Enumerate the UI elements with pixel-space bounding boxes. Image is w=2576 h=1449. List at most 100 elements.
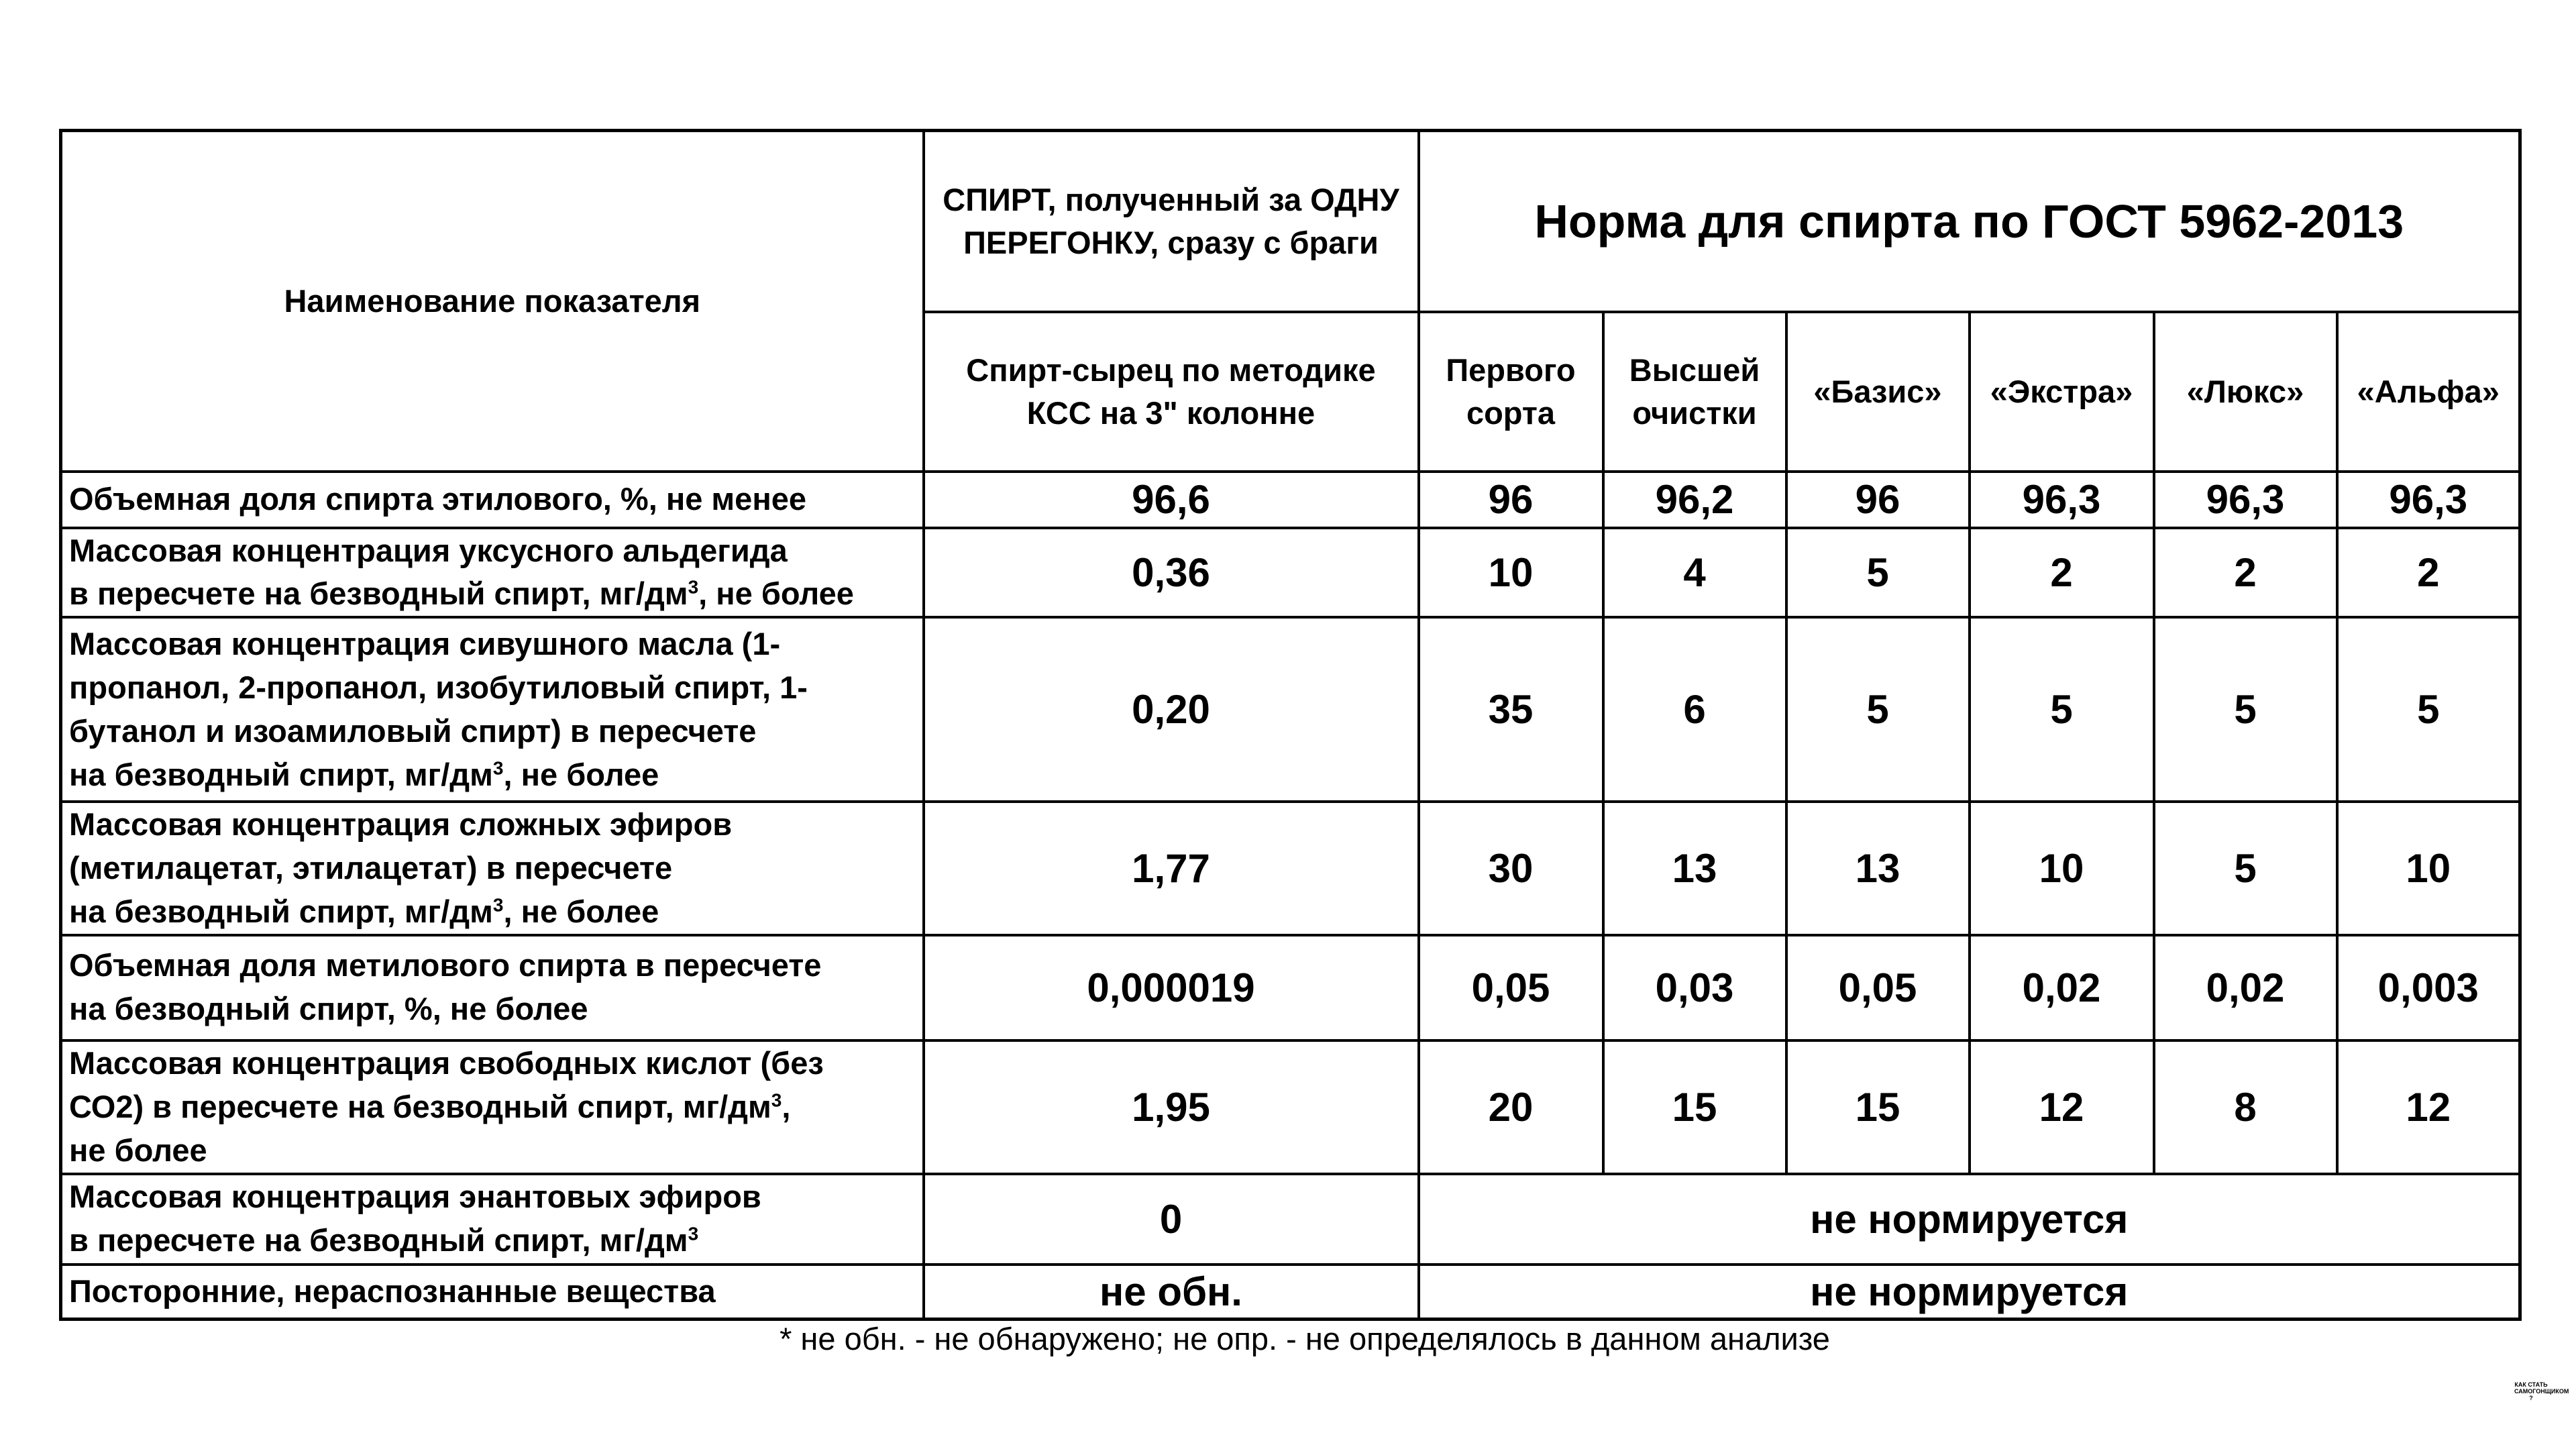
value-cell: 5: [2152, 616, 2339, 804]
label-text: , не более: [503, 893, 659, 929]
label-line: пропанол, 2-пропанол, изобутиловый спирт…: [69, 666, 916, 710]
value-cell: 1,95: [922, 1038, 1420, 1175]
row-label: Массовая концентрация энантовых эфиров в …: [59, 1172, 925, 1266]
label-line: Массовая концентрация сивушного масла (1…: [69, 623, 916, 666]
table-row: Массовая концентрация свободных кислот (…: [59, 1038, 2522, 1175]
label-text: , не более: [503, 756, 659, 792]
label-line: Массовая концентрация энантовых эфиров: [69, 1177, 916, 1220]
value-cell: не обн.: [922, 1263, 1420, 1321]
label-text: Массовая концентрация сложных эфиров: [69, 806, 733, 843]
table-row: Посторонние, нераспознанные вещества не о…: [59, 1263, 2522, 1321]
label-line: в пересчете на безводный спирт, мг/дм3, …: [69, 572, 916, 614]
label-text: на безводный спирт, мг/дм: [69, 756, 493, 792]
span-cell: не нормируется: [1417, 1263, 2522, 1321]
value-cell: 96,3: [1968, 470, 2155, 529]
value-cell: 5: [1784, 526, 1971, 619]
value-cell: 2: [2152, 526, 2339, 619]
label-text: бутанол и изоамиловый спирт) в пересчете: [69, 712, 757, 749]
value-cell: 96,6: [922, 470, 1420, 529]
label-text: ,: [782, 1088, 791, 1124]
superscript: 3: [688, 576, 699, 598]
value-cell: 2: [1968, 526, 2155, 619]
label-line: не более: [69, 1129, 916, 1171]
header-cell: СПИРТ, полученный за ОДНУ ПЕРЕГОНКУ, сра…: [922, 129, 1420, 313]
value-cell: 2: [2335, 526, 2522, 619]
label-text: Массовая концентрация уксусного альдегид…: [69, 532, 788, 568]
table-row: Массовая концентрация сивушного масла (1…: [59, 616, 2522, 804]
label-line: Посторонние, нераспознанные вещества: [69, 1270, 916, 1313]
label-text: (метилацетат, этилацетат) в пересчете: [69, 850, 673, 886]
table-row: Объемная доля спирта этилового, %, не ме…: [59, 470, 2522, 529]
value-cell: 5: [1784, 616, 1971, 804]
value-cell: 0,03: [1601, 933, 1788, 1042]
row-label: Массовая концентрация уксусного альдегид…: [59, 526, 925, 619]
value-cell: 0,000019: [922, 933, 1420, 1042]
label-line: в пересчете на безводный спирт, мг/дм3: [69, 1219, 916, 1262]
header-cell: «Люкс»: [2152, 310, 2339, 473]
value-cell: 1,77: [922, 800, 1420, 936]
value-cell: 0,003: [2335, 933, 2522, 1042]
value-cell: 13: [1784, 800, 1971, 936]
label-line: (метилацетат, этилацетат) в пересчете: [69, 847, 916, 890]
span-cell: не нормируется: [1417, 1172, 2522, 1266]
value-cell: 10: [1968, 800, 2155, 936]
label-text: на безводный спирт, %, не более: [69, 991, 588, 1027]
table-row: Массовая концентрация уксусного альдегид…: [59, 526, 2522, 619]
value-cell: 96: [1784, 470, 1971, 529]
label-text: не более: [69, 1132, 207, 1168]
value-cell: 12: [1968, 1038, 2155, 1175]
value-cell: 12: [2335, 1038, 2522, 1175]
label-line: Массовая концентрация уксусного альдегид…: [69, 530, 916, 572]
label-line: Массовая концентрация сложных эфиров: [69, 804, 916, 847]
label-line: Объемная доля спирта этилового, %, не ме…: [69, 478, 916, 521]
value-cell: 4: [1601, 526, 1788, 619]
value-cell: 96,3: [2152, 470, 2339, 529]
header-cell: «Базис»: [1784, 310, 1971, 473]
superscript: 3: [688, 1223, 699, 1244]
table-row: Спирт-сырец по методике КСС на 3" колонн…: [61, 310, 2522, 473]
table-row: Объемная доля метилового спирта в пересч…: [59, 933, 2522, 1042]
label-text: пропанол, 2-пропанол, изобутиловый спирт…: [69, 669, 808, 705]
value-cell: 8: [2152, 1038, 2339, 1175]
row-label: Массовая концентрация сложных эфиров (мет…: [59, 800, 925, 936]
value-cell: 5: [2335, 616, 2522, 804]
value-cell: 6: [1601, 616, 1788, 804]
value-cell: 15: [1601, 1038, 1788, 1175]
value-cell: 35: [1417, 616, 1605, 804]
label-text: Объемная доля метилового спирта в пересч…: [69, 947, 822, 983]
label-line: на безводный спирт, мг/дм3, не более: [69, 890, 916, 932]
label-text: Массовая концентрация сивушного масла (1…: [69, 626, 781, 661]
value-cell: 20: [1417, 1038, 1605, 1175]
value-cell: 10: [1417, 526, 1605, 619]
header-cell: «Экстра»: [1968, 310, 2155, 473]
row-label: Объемная доля спирта этилового, %, не ме…: [59, 470, 925, 529]
row-label: Посторонние, нераспознанные вещества: [59, 1263, 925, 1321]
row-label: Объемная доля метилового спирта в пересч…: [59, 933, 925, 1042]
header-cell: Спирт-сырец по методике КСС на 3" колонн…: [922, 310, 1420, 473]
label-line: СО2) в пересчете на безводный спирт, мг/…: [69, 1085, 916, 1129]
footnote: * не обн. - не обнаружено; не опр. - не …: [780, 1321, 1830, 1356]
value-cell: 13: [1601, 800, 1788, 936]
label-text: Посторонние, нераспознанные вещества: [69, 1273, 716, 1309]
label-text: в пересчете на безводный спирт, мг/дм: [69, 576, 688, 612]
header-cell: «Альфа»: [2335, 310, 2522, 473]
table-row: Наименование показателя СПИРТ, полученный…: [59, 129, 2522, 473]
header-cell: Высшей очистки: [1601, 310, 1788, 473]
watermark: КАК СТАТЬ САМОГОНЩИКОМ ?: [2514, 1381, 2569, 1401]
spirit-table: Наименование показателя СПИРТ, полученный…: [59, 129, 2522, 1322]
label-line: Объемная доля метилового спирта в пересч…: [69, 944, 916, 987]
value-cell: 0,20: [922, 616, 1420, 804]
label-text: на безводный спирт, мг/дм: [69, 893, 493, 929]
table-body: Наименование показателя СПИРТ, полученный…: [59, 129, 2522, 1321]
header-cell: Наименование показателя: [59, 129, 925, 473]
value-cell: 30: [1417, 800, 1605, 936]
label-line: бутанол и изоамиловый спирт) в пересчете: [69, 710, 916, 753]
table-row: Массовая концентрация сложных эфиров (мет…: [59, 800, 2522, 936]
value-cell: 0,05: [1417, 933, 1605, 1042]
label-text: СО2) в пересчете на безводный спирт, мг/…: [69, 1088, 771, 1124]
value-cell: 96,3: [2335, 470, 2522, 529]
value-cell: 96,2: [1601, 470, 1788, 529]
value-cell: 0,02: [1968, 933, 2155, 1042]
label-text: Массовая концентрация энантовых эфиров: [69, 1179, 761, 1215]
